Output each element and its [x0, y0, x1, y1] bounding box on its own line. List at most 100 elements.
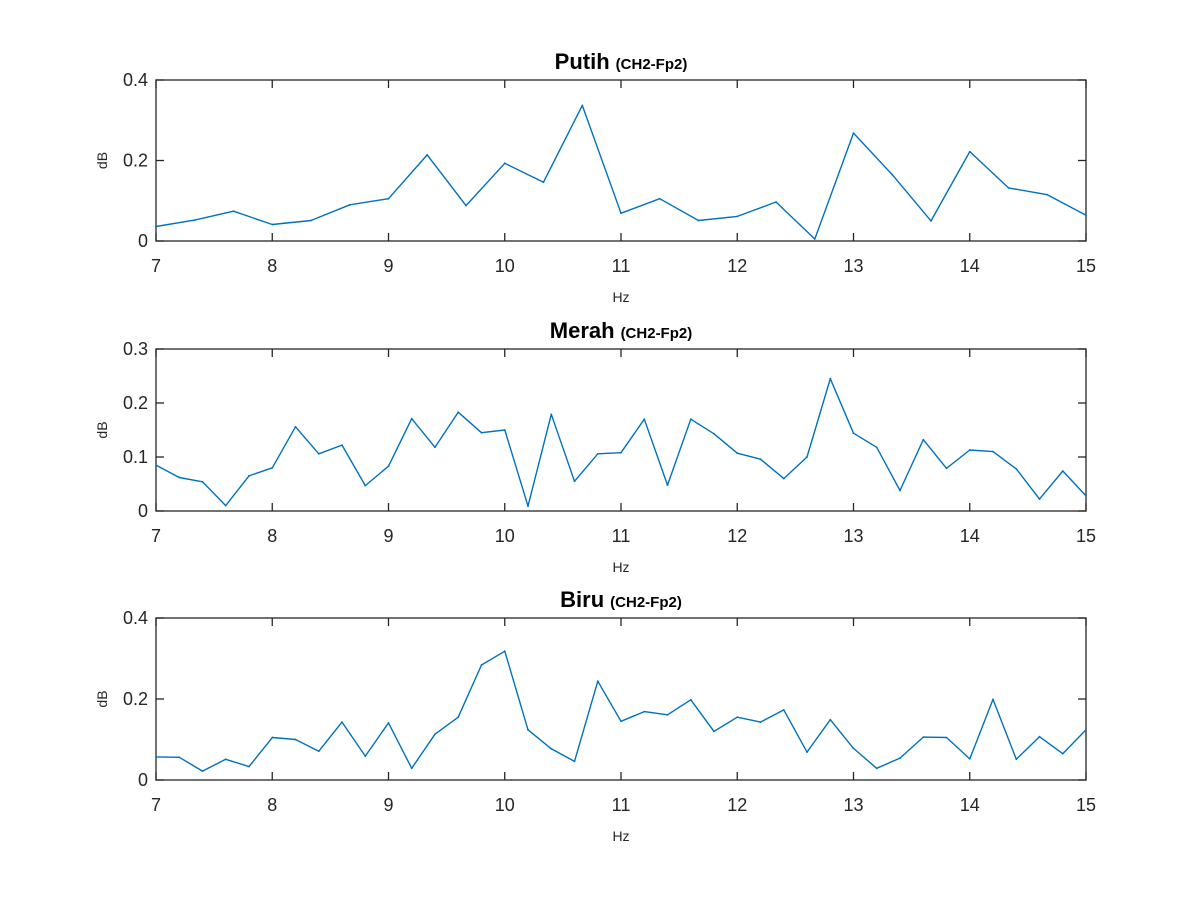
data-point — [875, 767, 878, 770]
data-point — [596, 452, 599, 455]
y-tick-label: 0 — [138, 770, 148, 790]
data-point — [434, 446, 436, 449]
x-tick-label: 13 — [843, 795, 863, 815]
chart-title-subtitle: (CH2-Fp2) — [616, 56, 688, 73]
data-point — [1061, 752, 1064, 755]
data-point — [465, 204, 467, 207]
data-point — [542, 181, 545, 184]
data-point — [713, 432, 715, 435]
data-point — [782, 709, 785, 711]
data-point — [806, 456, 808, 458]
data-point — [480, 431, 483, 434]
data-point — [364, 484, 367, 487]
x-tick-label: 8 — [267, 256, 277, 276]
x-axis-label: Hz — [612, 289, 629, 305]
data-point — [620, 720, 622, 723]
x-tick-label: 12 — [727, 795, 747, 815]
data-point — [248, 765, 250, 768]
data-point — [480, 664, 483, 666]
data-point — [317, 750, 320, 753]
x-tick-label: 7 — [151, 795, 161, 815]
y-tick-label: 0 — [138, 501, 148, 521]
data-point — [364, 755, 367, 757]
data-point — [945, 736, 948, 739]
data-point — [434, 733, 436, 736]
data-point — [596, 680, 599, 683]
data-point — [852, 132, 855, 135]
x-tick-label: 11 — [612, 256, 631, 276]
data-point — [782, 477, 785, 480]
x-tick-label: 15 — [1076, 795, 1096, 815]
x-tick-label: 13 — [843, 526, 863, 546]
data-point — [1007, 187, 1010, 189]
data-point — [426, 154, 429, 156]
data-point — [968, 758, 971, 760]
data-point — [550, 413, 553, 416]
data-point — [224, 758, 227, 761]
chart-title: Merah (CH2-Fp2) — [550, 318, 692, 343]
data-point — [527, 505, 529, 507]
x-tick-label: 11 — [612, 795, 631, 815]
data-point — [759, 458, 762, 461]
data-point — [891, 173, 894, 176]
data-point — [573, 480, 576, 483]
data-point — [581, 104, 584, 107]
data-point — [294, 738, 297, 741]
data-point — [922, 438, 925, 441]
subplot-3: 7 8 9 10 11 12 13 14 15 0 0.2 0.4 Hz dB Biru (CH2-Fp2) — [94, 587, 1096, 844]
x-tick-label: 7 — [151, 526, 161, 546]
data-point — [178, 756, 181, 759]
data-point — [852, 432, 855, 435]
x-tick-label: 15 — [1076, 526, 1096, 546]
data-point — [968, 449, 971, 451]
y-tick-label: 0.1 — [123, 447, 148, 467]
chart-title-main: Biru — [560, 587, 604, 612]
chart-title-main: Putih — [555, 49, 610, 74]
data-point — [457, 716, 460, 719]
data-point — [155, 464, 157, 466]
data-point — [689, 418, 692, 421]
data-point — [813, 238, 816, 240]
y-tick-label: 0.3 — [123, 339, 148, 359]
data-point — [643, 710, 646, 713]
data-point — [271, 466, 274, 469]
y-tick-label: 0.4 — [123, 608, 148, 628]
data-point — [410, 417, 413, 420]
data-point — [387, 465, 390, 468]
data-point — [689, 698, 692, 701]
x-tick-label: 10 — [495, 795, 515, 815]
subplot-2: 7 8 9 10 11 12 13 14 15 0 0.1 0.2 0.3 Hz dB Merah (CH2-F… — [94, 318, 1096, 575]
data-point — [1061, 470, 1064, 472]
data-point — [155, 225, 157, 228]
data-point — [620, 451, 622, 454]
chart-title: Biru (CH2-Fp2) — [560, 587, 682, 612]
data-point — [410, 767, 413, 770]
subplot-1: 7 8 9 10 11 12 13 14 15 0 0.2 0.4 Hz dB Putih (CH2-Fp2) — [94, 49, 1096, 305]
data-point — [666, 713, 669, 716]
data-point — [341, 721, 343, 723]
data-point — [992, 698, 994, 701]
x-tick-label: 11 — [612, 526, 631, 546]
data-point — [503, 650, 506, 653]
data-point — [193, 219, 196, 222]
data-point — [271, 736, 274, 739]
x-tick-label: 15 — [1076, 256, 1096, 276]
data-point — [697, 219, 700, 222]
data-point — [829, 718, 832, 721]
y-axis-label: dB — [94, 690, 110, 707]
data-point — [387, 722, 390, 724]
data-point — [806, 751, 808, 753]
x-tick-label: 9 — [383, 526, 393, 546]
x-tick-label: 10 — [495, 526, 515, 546]
y-tick-label: 0.2 — [123, 689, 148, 709]
data-point — [1015, 758, 1018, 761]
data-point — [387, 197, 390, 200]
x-tick-label: 14 — [960, 256, 980, 276]
data-point — [736, 716, 739, 719]
chart-title-subtitle: (CH2-Fp2) — [610, 594, 682, 611]
chart-title: Putih (CH2-Fp2) — [555, 49, 688, 74]
chart-title-main: Merah — [550, 318, 615, 343]
data-point — [201, 770, 204, 772]
data-point — [899, 757, 901, 759]
y-axis-label: dB — [94, 421, 110, 438]
